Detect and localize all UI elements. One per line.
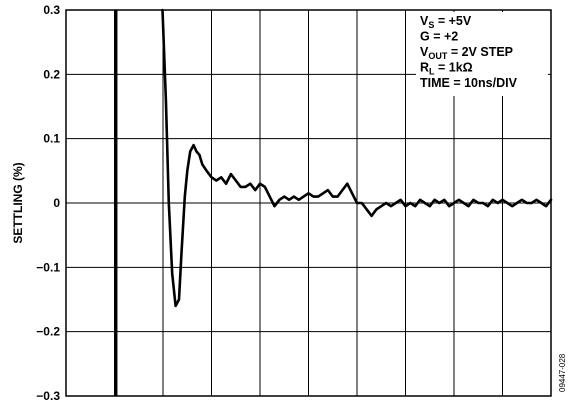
- annotation-time: TIME = 10ns/DIV: [420, 76, 518, 90]
- y-tick-label: −0.3: [36, 389, 60, 403]
- y-tick-label: 0.1: [43, 132, 60, 146]
- settling-trace: [161, 8, 553, 308]
- y-tick-label: 0: [53, 196, 60, 210]
- y-axis-label: SETTLING (%): [11, 162, 25, 243]
- annotation-vs: VS = +5V: [420, 14, 472, 30]
- y-tick-label: 0.2: [43, 67, 60, 81]
- y-tick-label: −0.1: [36, 260, 60, 274]
- y-tick-label: 0.3: [43, 3, 60, 17]
- annotation-rl: RL = 1kΩ: [420, 61, 473, 77]
- annotation-background: [416, 12, 548, 96]
- y-tick-labels: 0.3 0.2 0.1 0 −0.1 −0.2 −0.3: [36, 3, 60, 403]
- annotation-vout: VOUT = 2V STEP: [420, 45, 513, 61]
- annotation-g: G = +2: [420, 30, 458, 44]
- plot-frame: [65, 9, 552, 397]
- y-tick-label: −0.2: [36, 325, 60, 339]
- figure-id: 09447-028: [558, 353, 567, 392]
